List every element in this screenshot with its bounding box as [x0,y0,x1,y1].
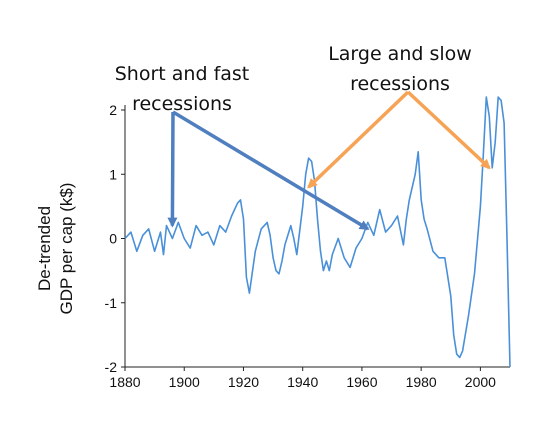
x-tick-label: 1920 [228,374,259,390]
x-tick-label: 2000 [465,374,496,390]
y-tick-label: 0 [109,231,117,247]
y-axis-title-line2: GDP per cap (k$) [57,183,76,315]
y-tick-label: -2 [105,359,118,375]
annotation-arrow [167,111,178,228]
x-tick-label: 1960 [346,374,377,390]
y-axis-title-line1: De-trended [35,206,54,291]
annotation-arrow [406,90,491,170]
y-tick-label: -1 [105,295,118,311]
annotation-text: Short and fast [115,63,250,85]
x-tick-label: 1900 [169,374,200,390]
gdp-series-line [124,96,511,368]
y-tick-label: 1 [109,166,117,182]
x-tick-label: 1980 [406,374,437,390]
x-tick-label: 1940 [287,374,318,390]
annotation-text: recessions [350,73,450,95]
annotation-text: Large and slow [328,43,472,65]
y-tick-label: 2 [109,102,117,118]
x-tick-label: 1880 [109,374,140,390]
annotation-text: recessions [132,93,232,115]
annotation-arrow [307,90,410,189]
annotation-arrow [172,110,370,231]
